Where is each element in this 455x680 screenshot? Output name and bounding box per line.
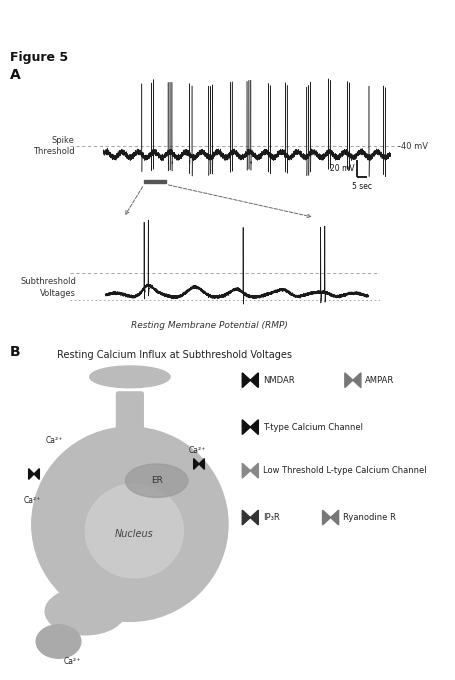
Text: Ca²⁺: Ca²⁺ [188, 446, 205, 455]
Polygon shape [242, 373, 250, 388]
Text: T-type Calcium Channel: T-type Calcium Channel [262, 422, 362, 432]
Text: Spike
Threshold: Spike Threshold [33, 136, 75, 156]
Polygon shape [250, 463, 258, 478]
Text: Resting Calcium Influx at Subthreshold Voltages: Resting Calcium Influx at Subthreshold V… [57, 350, 291, 360]
Text: Ca²⁺: Ca²⁺ [46, 436, 62, 445]
Polygon shape [242, 420, 250, 435]
Ellipse shape [36, 625, 81, 658]
Polygon shape [330, 510, 338, 525]
Text: Ryanodine R: Ryanodine R [342, 513, 395, 522]
Ellipse shape [32, 427, 228, 622]
Text: 5 sec: 5 sec [351, 182, 371, 191]
Ellipse shape [45, 588, 125, 635]
Text: 20 mV: 20 mV [330, 164, 354, 173]
Polygon shape [344, 373, 352, 388]
Text: Resting Membrane Potential (RMP): Resting Membrane Potential (RMP) [131, 320, 287, 330]
Ellipse shape [125, 464, 187, 498]
Text: B: B [10, 345, 20, 359]
Ellipse shape [85, 484, 183, 578]
Text: AMPAR: AMPAR [364, 375, 394, 385]
Polygon shape [34, 469, 39, 479]
Polygon shape [322, 510, 330, 525]
Polygon shape [250, 373, 258, 388]
Text: A: A [10, 68, 21, 82]
Text: -40 mV: -40 mV [397, 141, 427, 151]
Polygon shape [29, 469, 34, 479]
Text: Subthreshold
Voltages: Subthreshold Voltages [20, 277, 76, 298]
Polygon shape [242, 510, 250, 525]
Text: NMDAR: NMDAR [262, 375, 294, 385]
Polygon shape [198, 458, 204, 469]
Polygon shape [250, 420, 258, 435]
Bar [144, 180, 165, 183]
Text: Ca²⁺: Ca²⁺ [23, 496, 40, 505]
Polygon shape [352, 373, 360, 388]
Text: Figure 5: Figure 5 [10, 51, 68, 64]
Text: Low Threshold L-type Calcium Channel: Low Threshold L-type Calcium Channel [262, 466, 425, 475]
Ellipse shape [90, 366, 170, 388]
Polygon shape [250, 510, 258, 525]
Text: IP₃R: IP₃R [262, 513, 279, 522]
Text: Nucleus: Nucleus [115, 529, 153, 539]
Polygon shape [193, 458, 198, 469]
Polygon shape [242, 463, 250, 478]
Text: ER: ER [150, 476, 162, 486]
Text: Ca²⁺: Ca²⁺ [63, 657, 81, 666]
FancyBboxPatch shape [116, 392, 143, 435]
